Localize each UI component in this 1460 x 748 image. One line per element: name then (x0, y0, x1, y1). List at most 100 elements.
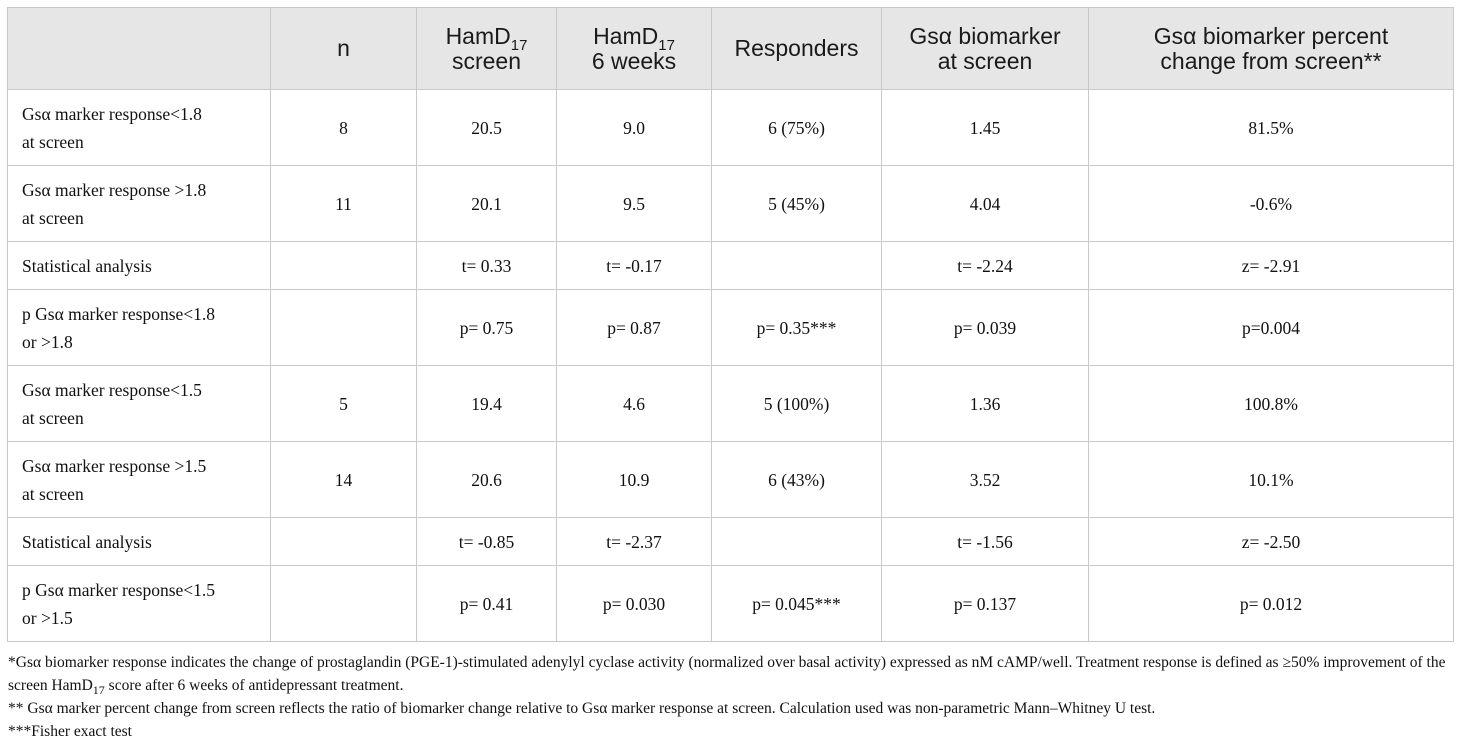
row-label-l2: at screen (22, 131, 84, 152)
cell-hamd-6weeks: 9.5 (556, 165, 712, 242)
header-biomarker-screen-l2: at screen (937, 47, 1033, 74)
cell-percent: p= 0.012 (1088, 565, 1454, 642)
table-row: p Gsα marker response<1.5 or >1.5 p= 0.41… (7, 565, 1454, 642)
footnote-1-text-b: score after 6 weeks of antidepressant tr… (104, 677, 404, 694)
row-label-l1: Gsα marker response >1.5 (22, 455, 207, 476)
header-responders: Responders (711, 7, 882, 90)
cell-hamd-screen: t= -0.85 (416, 517, 557, 566)
cell-responders: 5 (45%) (711, 165, 882, 242)
row-label-l1: Gsα marker response<1.5 (22, 379, 202, 400)
header-blank (7, 7, 271, 90)
cell-n: 8 (270, 89, 417, 166)
row-label-l1: p Gsα marker response<1.5 (22, 579, 216, 600)
cell-responders: p= 0.045*** (711, 565, 882, 642)
cell-n (270, 517, 417, 566)
cell-biomarker: 1.36 (881, 365, 1089, 442)
header-hamd-6weeks: HamD17 6 weeks (556, 7, 712, 90)
cell-biomarker: 1.45 (881, 89, 1089, 166)
table-row: Gsα marker response >1.8 at screen 11 20.… (7, 165, 1454, 242)
cell-percent: p=0.004 (1088, 289, 1454, 366)
cell-hamd-6weeks: p= 0.87 (556, 289, 712, 366)
cell-biomarker: p= 0.039 (881, 289, 1089, 366)
cell-hamd-screen: 19.4 (416, 365, 557, 442)
row-label-l2: at screen (22, 207, 84, 228)
header-biomarker-percent-l1: Gsα biomarker percent (1153, 22, 1389, 49)
row-label-l1: p Gsα marker response<1.8 (22, 303, 216, 324)
cell-biomarker: 4.04 (881, 165, 1089, 242)
cell-hamd-6weeks: 4.6 (556, 365, 712, 442)
cell-n (270, 289, 417, 366)
header-n: n (270, 7, 417, 90)
cell-n: 14 (270, 441, 417, 518)
row-label-l2: at screen (22, 407, 84, 428)
cell-biomarker: 3.52 (881, 441, 1089, 518)
cell-hamd-screen: t= 0.33 (416, 241, 557, 290)
header-hamd-6weeks-name: HamD (593, 22, 659, 49)
footnote-1-text-a: *Gsα biomarker response indicates the ch… (8, 654, 1446, 694)
header-hamd-6weeks-label: 6 weeks (591, 47, 677, 74)
cell-percent: 10.1% (1088, 441, 1454, 518)
cell-percent: 81.5% (1088, 89, 1454, 166)
cell-hamd-6weeks: t= -2.37 (556, 517, 712, 566)
cell-hamd-6weeks: 10.9 (556, 441, 712, 518)
cell-hamd-screen: p= 0.41 (416, 565, 557, 642)
row-label-l2: or >1.5 (22, 607, 73, 628)
cell-n: 11 (270, 165, 417, 242)
header-biomarker-screen-l1: Gsα biomarker (909, 22, 1061, 49)
header-hamd-screen-label: screen (451, 47, 522, 74)
footnote-2: ** Gsα marker percent change from screen… (8, 700, 1156, 717)
table-row: Statistical analysis t= 0.33 t= -0.17 t=… (7, 241, 1454, 290)
cell-percent: z= -2.50 (1088, 517, 1454, 566)
table-row: Gsα marker response >1.5 at screen 14 20.… (7, 441, 1454, 518)
table-row: Gsα marker response<1.8 at screen 8 20.5 … (7, 89, 1454, 166)
row-label: Gsα marker response<1.8 at screen (7, 89, 271, 166)
cell-hamd-6weeks: 9.0 (556, 89, 712, 166)
header-hamd-screen-name: HamD (445, 22, 511, 49)
row-label: p Gsα marker response<1.8 or >1.8 (7, 289, 271, 366)
cell-biomarker: p= 0.137 (881, 565, 1089, 642)
cell-n (270, 565, 417, 642)
cell-hamd-6weeks: t= -0.17 (556, 241, 712, 290)
row-label: Statistical analysis (7, 241, 271, 290)
table-row: p Gsα marker response<1.8 or >1.8 p= 0.75… (7, 289, 1454, 366)
cell-hamd-screen: p= 0.75 (416, 289, 557, 366)
row-label: Gsα marker response<1.5 at screen (7, 365, 271, 442)
row-label: Gsα marker response >1.8 at screen (7, 165, 271, 242)
cell-percent: -0.6% (1088, 165, 1454, 242)
results-table: n HamD17 screen HamD17 6 weeks Responder… (7, 7, 1454, 642)
header-row: n HamD17 screen HamD17 6 weeks Responder… (7, 7, 1454, 90)
row-label-l1: Gsα marker response >1.8 (22, 179, 207, 200)
cell-responders: 6 (75%) (711, 89, 882, 166)
cell-percent: 100.8% (1088, 365, 1454, 442)
cell-n: 5 (270, 365, 417, 442)
cell-biomarker: t= -2.24 (881, 241, 1089, 290)
row-label: p Gsα marker response<1.5 or >1.5 (7, 565, 271, 642)
header-biomarker-percent: Gsα biomarker percent change from screen… (1088, 7, 1454, 90)
header-hamd-screen: HamD17 screen (416, 7, 557, 90)
cell-hamd-screen: 20.6 (416, 441, 557, 518)
cell-hamd-screen: 20.5 (416, 89, 557, 166)
footnote-1-sub: 17 (92, 683, 105, 697)
header-biomarker-percent-l2: change from screen** (1160, 47, 1382, 74)
footnote-1: *Gsα biomarker response indicates the ch… (8, 651, 1454, 697)
cell-responders (711, 517, 882, 566)
row-label-l1: Gsα marker response<1.8 (22, 103, 202, 124)
row-label-l2: or >1.8 (22, 331, 73, 352)
cell-hamd-6weeks: p= 0.030 (556, 565, 712, 642)
table-row: Statistical analysis t= -0.85 t= -2.37 t… (7, 517, 1454, 566)
row-label-l2: at screen (22, 483, 84, 504)
table-row: Gsα marker response<1.5 at screen 5 19.4 … (7, 365, 1454, 442)
cell-responders: p= 0.35*** (711, 289, 882, 366)
cell-responders: 6 (43%) (711, 441, 882, 518)
cell-responders: 5 (100%) (711, 365, 882, 442)
cell-biomarker: t= -1.56 (881, 517, 1089, 566)
cell-responders (711, 241, 882, 290)
cell-n (270, 241, 417, 290)
row-label: Gsα marker response >1.5 at screen (7, 441, 271, 518)
footnote-3: ***Fisher exact test (8, 723, 132, 740)
row-label: Statistical analysis (7, 517, 271, 566)
cell-hamd-screen: 20.1 (416, 165, 557, 242)
cell-percent: z= -2.91 (1088, 241, 1454, 290)
table-footnotes: *Gsα biomarker response indicates the ch… (8, 651, 1454, 743)
